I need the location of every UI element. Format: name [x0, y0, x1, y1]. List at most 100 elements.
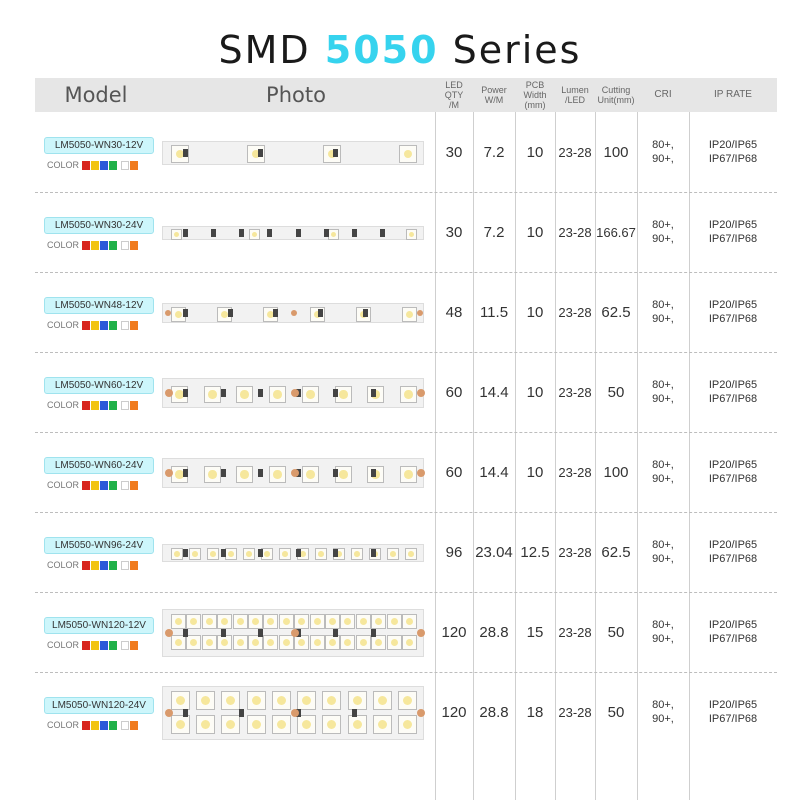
- color-swatch: [82, 160, 91, 170]
- led-chip: [171, 691, 190, 710]
- solder-pad: [165, 389, 173, 397]
- led-chip: [249, 229, 260, 240]
- led-chip: [263, 614, 278, 629]
- solder-pad: [417, 709, 425, 717]
- header-lumen: Lumen/LED: [561, 85, 589, 105]
- cell-qty: 96: [445, 543, 463, 561]
- led-chip: [297, 691, 316, 710]
- cell-cutting: 166.67: [596, 224, 636, 240]
- cell-cutting: 100: [603, 463, 629, 481]
- led-chip: [272, 691, 291, 710]
- model-label: LM5050-WN96-24V: [44, 537, 154, 554]
- led-chip: [247, 691, 266, 710]
- led-chip: [269, 466, 286, 483]
- resistor: [273, 309, 278, 317]
- solder-pad: [291, 709, 299, 717]
- led-chip: [387, 635, 402, 650]
- led-chip: [402, 635, 417, 650]
- resistor: [228, 309, 233, 317]
- color-swatch: [130, 240, 139, 250]
- cell-cri: 80+, 90+,: [652, 219, 674, 245]
- color-swatch: [109, 320, 118, 330]
- cell-cri: 80+, 90+,: [652, 619, 674, 645]
- led-chip: [371, 635, 386, 650]
- model-label: LM5050-WN60-24V: [44, 457, 154, 474]
- led-strip-photo: [162, 141, 424, 165]
- color-swatch: [91, 320, 100, 330]
- led-chip: [217, 614, 232, 629]
- led-chip: [297, 715, 316, 734]
- color-swatch: [121, 560, 130, 570]
- color-swatch: [82, 560, 91, 570]
- color-swatch: [130, 560, 139, 570]
- led-chip: [204, 466, 221, 483]
- resistor: [352, 229, 357, 237]
- cell-cutting: 62.5: [601, 543, 631, 561]
- table-row: LM5050-WN30-12V COLOR 30 7.2 10 23-28 100 80+, 9…: [35, 112, 777, 192]
- color-swatch: [109, 720, 118, 730]
- page-title: SMD 5050 Series: [218, 28, 582, 72]
- solder-pad: [291, 389, 299, 397]
- color-swatch: [91, 720, 100, 730]
- led-chip: [279, 614, 294, 629]
- led-chip: [294, 614, 309, 629]
- led-chip: [196, 715, 215, 734]
- led-chip: [279, 548, 291, 560]
- led-chip: [373, 715, 392, 734]
- led-chip: [348, 715, 367, 734]
- resistor: [239, 229, 244, 237]
- led-chip: [323, 145, 341, 163]
- cell-power: 14.4: [479, 383, 509, 401]
- cell-cri: 80+, 90+,: [652, 539, 674, 565]
- solder-pad: [165, 310, 171, 316]
- color-swatch: [100, 640, 109, 650]
- resistor: [296, 549, 301, 557]
- resistor: [258, 629, 263, 637]
- header-ip-rate: IP RATE: [714, 89, 752, 100]
- model-label: LM5050-WN48-12V: [44, 297, 154, 314]
- color-swatch: [100, 720, 109, 730]
- led-chip: [221, 715, 240, 734]
- led-chip: [171, 614, 186, 629]
- led-chip: [387, 548, 399, 560]
- led-chip: [263, 635, 278, 650]
- resistor: [183, 629, 188, 637]
- cell-ip-rate: IP20/IP65 IP67/IP68: [708, 139, 758, 165]
- color-options: COLOR: [47, 320, 139, 330]
- led-strip-photo: [162, 458, 425, 488]
- led-chip: [315, 548, 327, 560]
- cell-pcb: 12.5: [520, 543, 550, 561]
- led-chip: [335, 386, 352, 403]
- color-swatch: [121, 640, 130, 650]
- cell-qty: 48: [445, 303, 463, 321]
- color-swatch: [121, 240, 130, 250]
- led-chip: [171, 715, 190, 734]
- cell-lumen: 23-28: [558, 544, 592, 560]
- cell-power: 7.2: [483, 143, 505, 161]
- led-chip: [322, 691, 341, 710]
- led-chip: [387, 614, 402, 629]
- color-swatch: [82, 320, 91, 330]
- color-swatch: [109, 480, 118, 490]
- color-swatch: [121, 320, 130, 330]
- led-chip: [405, 548, 417, 560]
- cell-pcb: 18: [526, 703, 544, 721]
- led-chip: [294, 635, 309, 650]
- resistor: [183, 149, 188, 157]
- led-chip: [233, 635, 248, 650]
- led-strip-photo: [162, 544, 424, 562]
- resistor: [183, 229, 188, 237]
- solder-pad: [417, 310, 423, 316]
- led-chip: [328, 229, 339, 240]
- led-chip: [186, 635, 201, 650]
- cell-lumen: 23-28: [558, 304, 592, 320]
- cell-lumen: 23-28: [558, 224, 592, 240]
- resistor: [371, 469, 376, 477]
- resistor: [333, 149, 338, 157]
- led-chip: [202, 635, 217, 650]
- led-chip: [171, 229, 182, 240]
- resistor: [318, 309, 323, 317]
- cell-qty: 120: [441, 623, 467, 641]
- led-chip: [202, 614, 217, 629]
- color-options: COLOR: [47, 720, 139, 730]
